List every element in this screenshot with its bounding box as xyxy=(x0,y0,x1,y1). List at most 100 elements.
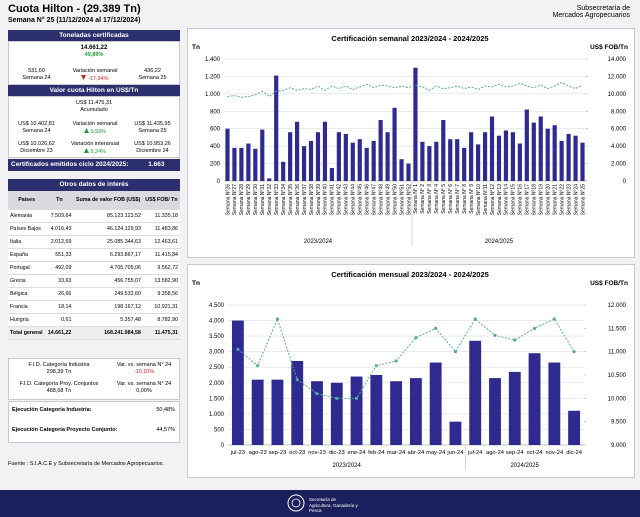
bar xyxy=(538,116,543,181)
x-tick-label: Semana N°32 xyxy=(267,184,273,215)
x-tick-label: Semana N°11 xyxy=(483,184,489,215)
x-tick-label: nov-24 xyxy=(545,450,564,456)
marker xyxy=(493,333,497,337)
bar xyxy=(390,381,403,445)
x-tick-label: Semana N°10 xyxy=(476,184,482,215)
bar xyxy=(343,133,348,181)
bar xyxy=(441,120,446,181)
fid-label: F.I.D. Categoría Proy. Conjuntos xyxy=(19,381,99,387)
x-tick-label: Semana N°42 xyxy=(337,184,343,215)
marker xyxy=(354,396,359,400)
cell: 11.475,31 xyxy=(142,326,180,340)
marker xyxy=(315,392,319,396)
cell: 168.241.984,58 xyxy=(73,326,143,340)
fid-value: 488,68 Tn xyxy=(46,388,72,394)
cell: 25.085.344,63 xyxy=(73,235,143,249)
x-tick-label: Semana N°40 xyxy=(323,184,329,215)
value: 1.663 xyxy=(148,161,165,168)
bar xyxy=(429,362,442,445)
y2-tick-label: 12.000 xyxy=(608,303,627,309)
org-line: Mercados Agropecuarios xyxy=(552,12,630,19)
cell: 6.293.867,17 xyxy=(73,248,143,262)
x-tick-label: feb-24 xyxy=(368,450,385,456)
cell: Países Bajos xyxy=(8,222,46,236)
bar xyxy=(517,143,522,181)
y2-tick-label: 10.500 xyxy=(608,373,627,379)
title: Cuota Hilton - (29.389 Tn) xyxy=(8,3,141,15)
cell: 531,60 Semana 24 xyxy=(9,68,64,82)
fid-box: F.I.D. Categoría Industria 298,39 Tn Var. … xyxy=(8,358,180,400)
y-axis-label: Tn xyxy=(192,280,200,287)
subtitle: Semana N° 25 (11/12/2024 al 17/12/2024) xyxy=(8,17,141,24)
cell: 492,09 xyxy=(45,261,74,275)
y2-tick-label: 6.000 xyxy=(611,127,627,133)
var: 9,93% xyxy=(90,129,107,135)
bar xyxy=(548,362,561,445)
bar xyxy=(251,379,264,445)
bar xyxy=(225,128,230,181)
y2-tick-label: 0 xyxy=(623,179,627,185)
cell: Francia xyxy=(8,300,46,314)
bar xyxy=(510,132,515,181)
x-tick-label: jul-24 xyxy=(467,450,483,456)
x-tick-label: sep-23 xyxy=(269,450,287,456)
bar xyxy=(559,140,564,181)
y-tick-label: 3.000 xyxy=(209,350,225,356)
row: Francia 18,14 198.167,12 10.921,31 xyxy=(8,300,180,314)
bar xyxy=(357,139,362,181)
bar xyxy=(462,147,467,181)
marker xyxy=(394,359,398,363)
bar xyxy=(469,340,482,445)
cell: 456.755,07 xyxy=(73,274,143,288)
x-tick-label: Semana N°13 xyxy=(497,184,503,215)
bar xyxy=(253,148,258,181)
cell: 46.124.129,93 xyxy=(73,222,143,236)
bar xyxy=(311,381,323,445)
bar xyxy=(392,107,397,181)
x-tick-label: oct-23 xyxy=(289,450,305,456)
x-tick-label: nov-23 xyxy=(308,450,326,456)
logo-text: Secretaría de Agricultura, Ganadería y P… xyxy=(309,497,358,513)
cell: US$ 11.435,95 Semana 25 xyxy=(126,121,179,135)
y2-tick-label: 10.000 xyxy=(608,396,627,402)
y2-tick-label: 10.000 xyxy=(608,92,627,98)
cell: 26,66 xyxy=(45,287,74,301)
x-tick-label: Semana N°29 xyxy=(246,184,252,215)
arrow-up xyxy=(83,128,89,133)
label: Semana 24 xyxy=(22,128,51,134)
y-tick-label: 600 xyxy=(210,127,221,133)
y-tick-label: 1.500 xyxy=(209,396,225,402)
bar xyxy=(267,178,272,181)
value: 436,22 xyxy=(144,68,161,74)
bar xyxy=(489,378,501,445)
marker xyxy=(572,350,576,354)
org: Subsecretaría de Mercados Agropecuarios xyxy=(490,5,630,19)
table: Países Tn Suma de valor FOB (US$) US$ FOB/ … xyxy=(8,191,180,340)
bar xyxy=(301,146,307,181)
marker xyxy=(236,347,240,351)
row: Italia 2.012,69 25.085.344,63 12.463,61 xyxy=(8,235,180,249)
row: España 551,33 6.293.867,17 11.415,84 xyxy=(8,248,180,262)
cell: 4.705.705,06 xyxy=(73,261,143,275)
cell: 4.016,43 xyxy=(45,222,74,236)
cell: 14.661,22 xyxy=(45,326,74,340)
x-tick-label: ene-24 xyxy=(348,450,367,456)
label: Certificados emitidos ciclo 2024/2025: xyxy=(11,161,129,168)
ejecucion-box: Ejecución Categoría Industria: 50,48% Ejec… xyxy=(8,401,180,443)
fid-var: -10,10% xyxy=(133,369,155,375)
certificados: Certificados emitidos ciclo 2024/2025: 1… xyxy=(8,159,180,171)
section-title: Otros datos de interés xyxy=(8,179,180,191)
x-tick-label: dic-23 xyxy=(329,450,345,456)
marker xyxy=(473,317,477,321)
label: Variación interanual xyxy=(70,141,120,147)
bar xyxy=(476,144,481,181)
column-header: Suma de valor FOB (US$) xyxy=(73,191,143,210)
x-tick-label: dic-24 xyxy=(566,450,583,456)
bar xyxy=(378,120,383,181)
header-row: Países Tn Suma de valor FOB (US$) US$ FOB/ … xyxy=(8,191,180,210)
x-tick-label: Semana N° 1 xyxy=(413,184,419,214)
cell: US$ 10.402,81 Semana 24 xyxy=(9,121,64,135)
x-tick-label: Semana N°16 xyxy=(518,184,524,215)
x-tick-label: jun-24 xyxy=(446,450,464,456)
